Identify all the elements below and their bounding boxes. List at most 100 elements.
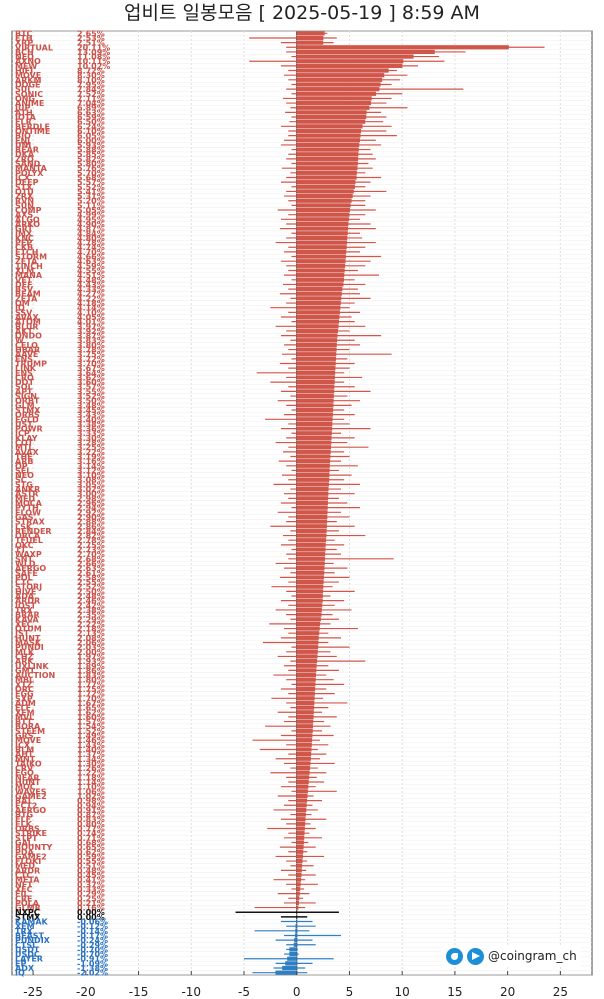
row-name-label: ONDO	[15, 332, 42, 341]
row-name-label: JUP	[14, 104, 30, 113]
row-pct-label: 3.92%	[77, 327, 105, 336]
bar	[296, 221, 349, 227]
row-name-label: CTSI	[15, 941, 35, 950]
row-pct-label: 3.62%	[77, 373, 105, 382]
row-pct-label: 4.18%	[77, 299, 105, 308]
bar	[296, 226, 349, 231]
row-pct-label: 1.49%	[77, 732, 105, 741]
row-pct-label: 4.22%	[77, 294, 105, 303]
bar	[296, 724, 313, 729]
row-name-label: BORA	[15, 722, 41, 731]
bar	[296, 533, 327, 538]
bar	[296, 635, 319, 640]
row-pct-label: 3.33%	[77, 429, 105, 438]
row-name-label: ICP	[15, 429, 30, 438]
row-name-label: STORM	[15, 253, 47, 262]
row-name-label: BTG	[15, 811, 33, 820]
bar	[296, 263, 346, 268]
row-name-label: HUNT	[15, 634, 41, 643]
bar	[296, 872, 302, 878]
bar	[296, 403, 334, 408]
bar	[296, 514, 328, 520]
bar	[296, 375, 335, 380]
row-pct-label: 1.67%	[77, 699, 105, 708]
bar	[296, 300, 341, 306]
bar	[296, 649, 318, 654]
row-pct-label: 13.09%	[77, 48, 110, 57]
bar	[296, 366, 336, 371]
bar	[296, 589, 324, 594]
bar	[296, 696, 315, 701]
row-name-label: STMX	[15, 406, 41, 415]
row-name-label: MTL	[15, 443, 34, 452]
bar	[296, 324, 339, 329]
row-pct-label: 6.59%	[77, 113, 105, 122]
bar	[296, 166, 358, 171]
row-name-label: META	[15, 876, 40, 885]
bar	[296, 356, 336, 361]
row-name-label: AERGO	[15, 564, 46, 573]
bar	[296, 468, 330, 473]
row-pct-label: 4.59%	[77, 262, 105, 271]
row-pct-label: 2.94%	[77, 504, 105, 513]
bar	[296, 738, 313, 743]
row-pct-label: 3.28%	[77, 439, 105, 448]
bar	[296, 812, 306, 817]
row-name-label: WAXP	[15, 550, 42, 559]
bar	[296, 398, 334, 403]
row-pct-label: -0.70%	[77, 945, 108, 954]
bar	[289, 947, 297, 952]
bar	[296, 231, 348, 236]
brand-handle: @coingram_ch	[488, 949, 577, 963]
bar	[296, 886, 301, 892]
row-name-label: MBL	[15, 676, 34, 685]
row-pct-label: 4.63%	[77, 257, 105, 266]
bar	[296, 524, 327, 529]
row-name-label: ICX	[15, 741, 31, 750]
row-name-label: GMT	[15, 666, 36, 675]
row-name-label: EGO	[15, 769, 34, 778]
bar	[296, 603, 323, 608]
bar	[296, 566, 325, 571]
bar	[296, 849, 304, 854]
bar	[296, 393, 334, 399]
row-pct-label: 2.48%	[77, 592, 105, 601]
bar	[296, 845, 304, 850]
row-name-label: GLMR	[15, 904, 41, 913]
bar	[296, 607, 322, 613]
bar	[296, 896, 300, 901]
x-tick-label: -10	[181, 985, 201, 999]
row-name-label: LSK	[15, 522, 33, 531]
row-pct-label: -0.12%	[77, 922, 108, 931]
bar	[296, 342, 337, 347]
row-pct-label: 2.29%	[77, 615, 105, 624]
row-pct-label: 1.80%	[77, 676, 105, 685]
bar	[296, 519, 328, 524]
row-pct-label: 0.71%	[77, 834, 105, 843]
row-pct-label: 3.38%	[77, 420, 105, 429]
row-pct-label: 1.37%	[77, 750, 105, 759]
row-name-label: AUCTION	[15, 671, 55, 680]
row-pct-label: 6.00%	[77, 136, 105, 145]
row-pct-label: 0.45%	[77, 871, 105, 880]
row-name-label: BCH	[15, 48, 34, 57]
row-pct-label: 11.08%	[77, 53, 110, 62]
bar	[296, 198, 352, 203]
bar	[296, 728, 313, 733]
row-name-label: TT	[15, 546, 27, 555]
row-pct-label: -0.17%	[77, 931, 108, 940]
bar	[296, 542, 326, 547]
row-pct-label: 3.12%	[77, 466, 105, 475]
row-name-label: COT	[15, 439, 34, 448]
bar	[296, 91, 377, 96]
row-name-label: ENS	[15, 355, 33, 364]
bar	[296, 798, 308, 803]
row-name-label: DKA	[15, 150, 35, 159]
bar	[296, 161, 358, 166]
row-pct-label: 1.22%	[77, 769, 105, 778]
page-title: 업비트 일봉모음 [ 2025-05-19 ] 8:59 AM	[124, 2, 480, 24]
bar	[296, 821, 306, 826]
row-name-label: BERDLE	[15, 122, 50, 131]
bar	[296, 277, 344, 282]
row-name-label: SONIC	[15, 90, 43, 99]
